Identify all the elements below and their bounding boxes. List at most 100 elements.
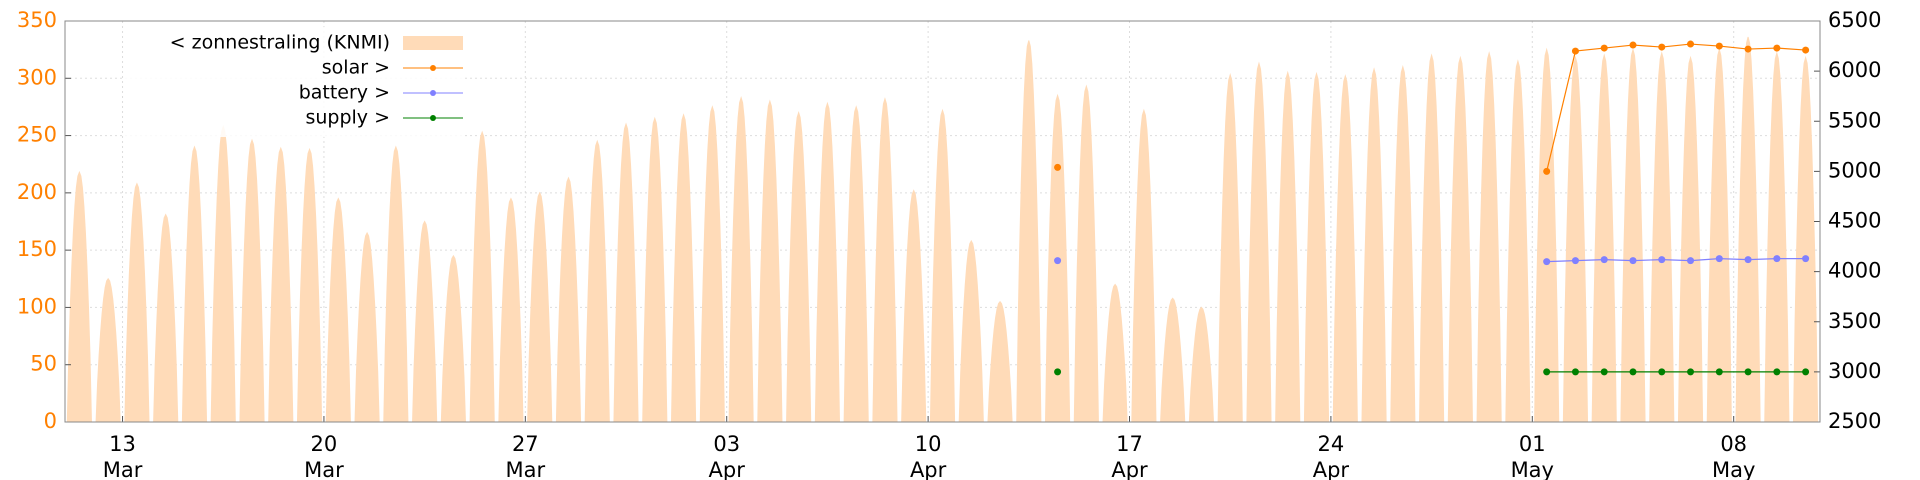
series-line: [1546, 43, 1806, 172]
radiation-area: [669, 113, 698, 423]
series-point: [1543, 258, 1551, 266]
radiation-area: [1791, 55, 1820, 423]
radiation-area: [841, 105, 871, 423]
radiation-area: [467, 130, 497, 423]
legend-label: < zonnestraling (KNMI): [170, 32, 390, 54]
radiation-area: [323, 197, 353, 423]
series-point: [1715, 42, 1723, 50]
x-tick-label: 08 May: [1711, 432, 1756, 480]
y-tick-label: 150: [17, 237, 57, 261]
radiation-area: [755, 99, 785, 423]
radiation-area: [1330, 74, 1360, 423]
series-point: [1744, 368, 1752, 376]
radiation-area: [1215, 73, 1245, 423]
y-tick-label: 200: [17, 180, 57, 204]
x-tick-label: 24 Apr: [1312, 432, 1350, 480]
radiation-area: [1762, 51, 1792, 423]
x-tick-label: 03 Apr: [708, 432, 745, 480]
y2-tick-label: 4500: [1828, 209, 1881, 233]
series-point: [1600, 368, 1608, 376]
series-point: [1543, 167, 1551, 175]
radiation-area: [1503, 59, 1533, 423]
y-tick-label: 350: [17, 8, 57, 32]
legend-label: battery >: [299, 82, 390, 104]
series-point: [1715, 368, 1723, 376]
series-point: [1600, 44, 1608, 52]
radiation-area: [956, 239, 986, 423]
radiation-area: [697, 105, 727, 423]
data: [65, 36, 1820, 423]
radiation-area: [928, 108, 957, 423]
y2-tick-label: 5000: [1828, 158, 1881, 182]
series-point: [1571, 257, 1579, 265]
series-point: [1687, 40, 1695, 48]
radiation-area: [122, 182, 152, 423]
radiation-area: [985, 300, 1015, 423]
radiation-area: [1417, 53, 1446, 423]
series-point: [1658, 368, 1666, 376]
radiation-area: [439, 254, 468, 423]
legend-swatch: [403, 36, 463, 50]
radiation-area: [266, 146, 296, 423]
y2-tick-label: 2500: [1828, 409, 1881, 433]
legend-marker: [430, 90, 436, 96]
radiation-area: [1302, 71, 1331, 423]
radiation-area: [1647, 51, 1677, 423]
y2-tick-label: 4000: [1828, 259, 1881, 283]
radiation-area: [1532, 47, 1562, 423]
legend-marker: [430, 115, 436, 121]
series-point: [1629, 257, 1637, 265]
series-point: [1687, 368, 1695, 376]
radiation-area: [1733, 36, 1763, 423]
y2-tick-label: 3500: [1828, 309, 1881, 333]
radiation-area: [1388, 64, 1418, 423]
series-point: [1658, 43, 1666, 51]
y2-tick-label: 3000: [1828, 359, 1881, 383]
radiation-area: [813, 101, 842, 423]
radiation-area: [784, 111, 814, 423]
radiation-area: [1273, 70, 1303, 423]
radiation-area: [93, 277, 123, 423]
radiation-area: [496, 197, 526, 423]
axes: 0 50 100 150 200 250 300 350 2500 3000 3500 4000 450…: [17, 8, 1882, 433]
x-tick-label: 10 Apr: [909, 432, 947, 480]
y-tick-label: 250: [17, 123, 57, 147]
radiation-area: [1359, 67, 1389, 423]
radiation-area: [1676, 55, 1705, 423]
radiation-area: [381, 145, 411, 423]
series-point: [1802, 46, 1810, 54]
radiation-area: [640, 116, 670, 423]
series-point: [1773, 255, 1781, 263]
y-tick-label: 300: [17, 65, 57, 89]
radiation-area: [582, 139, 612, 423]
radiation-area: [65, 170, 94, 423]
y-tick-label: 0: [44, 409, 57, 433]
x-tick-label: 13 Mar: [102, 432, 143, 480]
radiation-area: [1244, 61, 1274, 423]
x-tick-label: 01 May: [1510, 432, 1554, 480]
radiation-area: [1445, 55, 1475, 423]
radiation-area: [1589, 53, 1619, 423]
radiation-area: [1704, 47, 1734, 423]
legend-label: solar >: [322, 57, 390, 79]
radiation-area: [237, 138, 267, 423]
y2-tick-label: 6500: [1828, 8, 1881, 32]
radiation-area: [180, 145, 209, 423]
radiation-area: [870, 97, 900, 423]
series-point: [1715, 255, 1723, 263]
y2-tick-label: 5500: [1828, 108, 1881, 132]
y2-tick-label: 6000: [1828, 58, 1881, 82]
series-point: [1744, 45, 1752, 53]
radiation-area: [1100, 283, 1130, 423]
radiation-area: [899, 189, 929, 423]
series-point: [1773, 368, 1781, 376]
series-point: [1629, 368, 1637, 376]
plot-frame: [64, 20, 1821, 423]
radiation-area: [208, 124, 238, 423]
radiation-area: [1071, 84, 1101, 423]
radiation-area: [1129, 108, 1159, 423]
radiation-area: [352, 231, 382, 423]
radiation-area: [1561, 55, 1590, 423]
